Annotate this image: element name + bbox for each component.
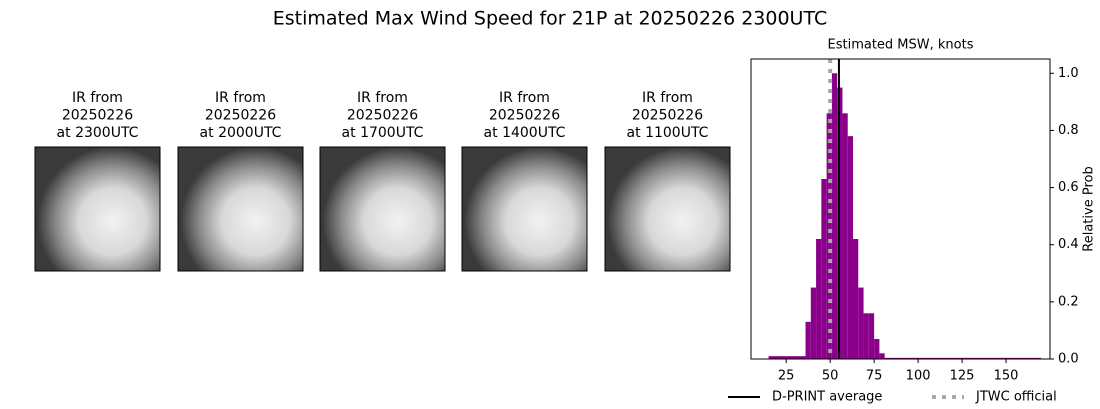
x-tick-label: 50: [822, 369, 839, 384]
image-title: IR from: [499, 90, 550, 106]
bar: [831, 73, 838, 360]
legend-label: D-PRINT average: [772, 390, 882, 405]
image-title: 20250226: [347, 108, 418, 124]
ir-image: [34, 146, 161, 272]
image-title: IR from: [642, 90, 693, 106]
image-title: at 1400UTC: [484, 125, 566, 141]
image-title: at 2000UTC: [200, 125, 282, 141]
axes-frame: [750, 58, 1051, 360]
image-title: at 2300UTC: [57, 125, 139, 141]
bar: [868, 313, 875, 359]
bar: [847, 136, 854, 359]
chart-title: Estimated MSW, knots: [828, 38, 974, 53]
image-title: IR from: [215, 90, 266, 106]
bar: [805, 321, 811, 359]
image-title: at 1700UTC: [342, 125, 424, 141]
image-title: 20250226: [62, 108, 133, 124]
y-axis-label: Relative Prob: [1082, 166, 1097, 251]
image-title: 20250226: [205, 108, 276, 124]
bar: [874, 339, 880, 359]
y-tick-label: 0.6: [1058, 180, 1079, 195]
y-tick-label: 0.4: [1058, 237, 1079, 252]
bar: [884, 357, 1042, 359]
bar: [853, 239, 859, 359]
image-title: 20250226: [632, 108, 703, 124]
x-tick-label: 25: [778, 369, 795, 384]
legend-label: JTWC official: [975, 390, 1057, 405]
y-tick-label: 0.2: [1058, 294, 1079, 309]
figure-title: Estimated Max Wind Speed for 21P at 2025…: [273, 8, 827, 30]
image-title: IR from: [72, 90, 123, 106]
bar: [768, 356, 806, 359]
bar: [842, 113, 848, 360]
ir-image: [461, 146, 588, 272]
x-tick-label: 100: [906, 369, 931, 384]
bar: [863, 313, 869, 359]
bar: [816, 239, 822, 359]
y-tick-label: 0.0: [1058, 352, 1079, 367]
image-title: 20250226: [489, 108, 560, 124]
bar: [810, 287, 817, 359]
ir-image: [177, 146, 304, 272]
y-tick-label: 1.0: [1058, 66, 1079, 81]
image-title: IR from: [357, 90, 408, 106]
bar: [821, 179, 827, 359]
x-tick-label: 150: [994, 369, 1019, 384]
bar: [879, 353, 885, 359]
image-title: at 1100UTC: [627, 125, 709, 141]
x-tick-label: 125: [950, 369, 975, 384]
ir-image: [319, 146, 446, 272]
bar: [858, 287, 864, 359]
ir-image: [604, 146, 731, 272]
x-tick-label: 75: [866, 369, 883, 384]
y-tick-label: 0.8: [1058, 123, 1079, 138]
bar: [826, 113, 832, 360]
